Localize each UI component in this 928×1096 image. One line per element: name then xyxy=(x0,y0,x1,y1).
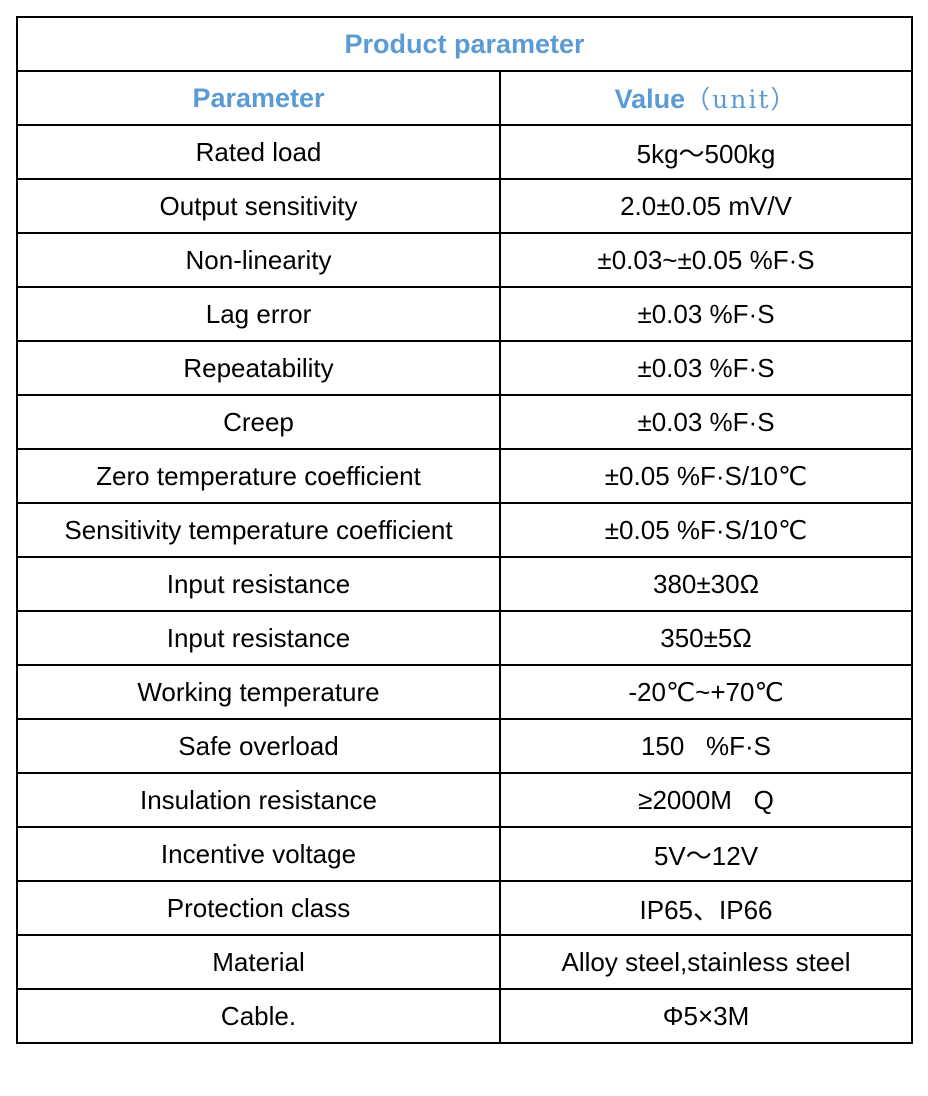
parameter-cell: Rated load xyxy=(16,124,501,180)
parameter-table: Product parameter Parameter Value（unit） … xyxy=(15,16,914,1044)
parameter-cell: Protection class xyxy=(16,880,501,936)
parameter-cell: Incentive voltage xyxy=(16,826,501,882)
header-value: Value（unit） xyxy=(498,70,914,126)
value-cell: Φ5×3M xyxy=(498,988,914,1044)
header-value-label: Value xyxy=(614,84,686,114)
value-cell: 350±5Ω xyxy=(498,610,914,666)
value-cell: ±0.03~±0.05 %F·S xyxy=(498,232,914,288)
value-cell: -20℃~+70℃ xyxy=(498,664,914,720)
table-row: Insulation resistance ≥2000M Q xyxy=(16,772,914,828)
table-row: Input resistance 350±5Ω xyxy=(16,610,914,666)
parameter-cell: Creep xyxy=(16,394,501,450)
value-cell: ±0.05 %F·S/10℃ xyxy=(498,502,914,558)
table-row: Working temperature -20℃~+70℃ xyxy=(16,664,914,720)
value-cell: IP65、IP66 xyxy=(498,880,914,936)
product-parameter-table: Product parameter Parameter Value（unit） … xyxy=(15,16,914,1044)
value-cell: Alloy steel,stainless steel xyxy=(498,934,914,990)
table-row: Material Alloy steel,stainless steel xyxy=(16,934,914,990)
table-row: Repeatability ±0.03 %F·S xyxy=(16,340,914,396)
table-row: Safe overload 150 %F·S xyxy=(16,718,914,774)
parameter-cell: Safe overload xyxy=(16,718,501,774)
table-row: Sensitivity temperature coefficient ±0.05… xyxy=(16,502,914,558)
table-row: Output sensitivity 2.0±0.05 mV/V xyxy=(16,178,914,234)
value-cell: ±0.03 %F·S xyxy=(498,394,914,450)
parameter-cell: Working temperature xyxy=(16,664,501,720)
table-title: Product parameter xyxy=(15,16,914,72)
table-row: Zero temperature coefficient ±0.05 %F·S/1… xyxy=(16,448,914,504)
parameter-cell: Input resistance xyxy=(16,556,501,612)
parameter-cell: Input resistance xyxy=(16,610,501,666)
parameter-cell: Sensitivity temperature coefficient xyxy=(16,502,501,558)
value-cell: 150 %F·S xyxy=(498,718,914,774)
table-body: Rated load 5kg～500kg Output sensitivity 2.0… xyxy=(16,124,914,1044)
parameter-cell: Insulation resistance xyxy=(16,772,501,828)
parameter-cell: Lag error xyxy=(16,286,501,342)
parameter-cell: Zero temperature coefficient xyxy=(16,448,501,504)
value-cell: 2.0±0.05 mV/V xyxy=(498,178,914,234)
header-row: Parameter Value（unit） xyxy=(16,70,914,126)
value-cell: 5V～12V xyxy=(498,826,914,882)
header-parameter: Parameter xyxy=(16,70,501,126)
table-row: Cable. Φ5×3M xyxy=(16,988,914,1044)
value-cell: ±0.03 %F·S xyxy=(498,286,914,342)
table-row: Incentive voltage 5V～12V xyxy=(16,826,914,882)
table-row: Input resistance 380±30Ω xyxy=(16,556,914,612)
table-row: Lag error ±0.03 %F·S xyxy=(16,286,914,342)
value-cell: 380±30Ω xyxy=(498,556,914,612)
parameter-cell: Non-linearity xyxy=(16,232,501,288)
table-row: Non-linearity ±0.03~±0.05 %F·S xyxy=(16,232,914,288)
parameter-cell: Material xyxy=(16,934,501,990)
value-cell: ±0.05 %F·S/10℃ xyxy=(498,448,914,504)
parameter-cell: Repeatability xyxy=(16,340,501,396)
header-value-unit: （unit） xyxy=(685,85,798,114)
table-row: Creep ±0.03 %F·S xyxy=(16,394,914,450)
table-row: Rated load 5kg～500kg xyxy=(16,124,914,180)
table-row: Protection class IP65、IP66 xyxy=(16,880,914,936)
value-cell: 5kg～500kg xyxy=(498,124,914,180)
value-cell: ≥2000M Q xyxy=(498,772,914,828)
parameter-cell: Cable. xyxy=(16,988,501,1044)
value-cell: ±0.03 %F·S xyxy=(498,340,914,396)
title-row: Product parameter xyxy=(15,16,914,72)
parameter-cell: Output sensitivity xyxy=(16,178,501,234)
